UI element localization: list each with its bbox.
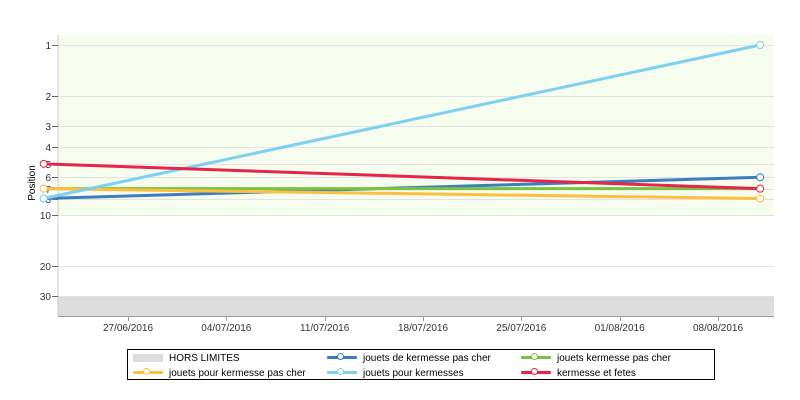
y-axis-title: Position (27, 165, 38, 201)
y-tick-label: 1 (45, 41, 51, 52)
legend-label: jouets kermesse pas cher (557, 352, 671, 364)
y-tick-label: 4 (45, 143, 51, 154)
legend-swatch-line-icon (521, 368, 551, 378)
legend: HORS LIMITES jouets de kermesse pas cher… (127, 349, 715, 380)
legend-swatch-line-icon (327, 368, 357, 378)
legend-item-jouets-pour-kermesses[interactable]: jouets pour kermesses (327, 366, 464, 380)
y-tick-label: 7 (45, 185, 51, 196)
y-tick-label: 2 (45, 92, 51, 103)
legend-item-jouets-pour-kermesse-pas-cher[interactable]: jouets pour kermesse pas cher (133, 366, 306, 380)
legend-item-hors-limites[interactable]: HORS LIMITES (133, 351, 240, 365)
y-tick-label: 8 (45, 195, 51, 206)
legend-item-jouets-de-kermesse-pas-cher[interactable]: jouets de kermesse pas cher (327, 351, 491, 365)
data-point-kermesse-et-fetes[interactable] (39, 159, 48, 168)
data-point-jouets-pour-kermesse-pas-cher[interactable] (39, 184, 48, 193)
series-line-jouets-pour-kermesses[interactable] (42, 43, 762, 201)
y-tick-label: 30 (40, 292, 52, 303)
y-tick-label: 10 (40, 211, 52, 222)
legend-label: jouets de kermesse pas cher (363, 352, 491, 364)
legend-swatch-line-icon (521, 353, 551, 363)
x-tick-label: 08/08/2016 (693, 323, 743, 334)
x-tick-label: 01/08/2016 (595, 323, 645, 334)
out-of-range-band (58, 296, 774, 316)
legend-label: jouets pour kermesses (363, 367, 464, 379)
x-axis-ticks: 27/06/2016 04/07/2016 11/07/2016 18/07/2016… (103, 316, 743, 334)
series-markers (39, 41, 765, 203)
legend-swatch-line-icon (327, 353, 357, 363)
x-tick-label: 27/06/2016 (103, 323, 153, 334)
legend-item-kermesse-et-fetes[interactable]: kermesse et fetes (521, 366, 636, 380)
y-tick-label: 5 (45, 160, 51, 171)
series-line-kermesse-et-fetes[interactable] (42, 162, 762, 191)
x-tick-label: 18/07/2016 (398, 323, 448, 334)
legend-swatch-hors-limites (133, 353, 163, 363)
y-axis-ticks: 1 2 3 4 5 678 10 20 30 (40, 41, 58, 303)
series-lines (42, 43, 762, 201)
legend-label: kermesse et fetes (557, 367, 636, 379)
y-tick-label: 3 (45, 122, 51, 133)
data-point-jouets-de-kermesse-pas-cher[interactable] (756, 173, 765, 182)
data-point-jouets-pour-kermesse-pas-cher[interactable] (756, 194, 765, 203)
legend-label: jouets pour kermesse pas cher (169, 367, 306, 379)
legend-label: HORS LIMITES (169, 352, 240, 364)
x-tick-label: 04/07/2016 (201, 323, 251, 334)
y-tick-label: 20 (40, 262, 52, 273)
series-line-jouets-pour-kermesse-pas-cher[interactable] (42, 187, 762, 201)
legend-item-jouets-kermesse-pas-cher[interactable]: jouets kermesse pas cher (521, 351, 671, 365)
y-tick-label: 6 (45, 173, 51, 184)
data-point-jouets-pour-kermesses[interactable] (39, 194, 48, 203)
x-tick-label: 11/07/2016 (300, 323, 350, 334)
x-tick-label: 25/07/2016 (496, 323, 546, 334)
data-point-jouets-pour-kermesses[interactable] (756, 41, 765, 49)
data-point-kermesse-et-fetes[interactable] (756, 184, 765, 193)
legend-swatch-line-icon (133, 368, 163, 378)
gridlines (58, 45, 774, 297)
